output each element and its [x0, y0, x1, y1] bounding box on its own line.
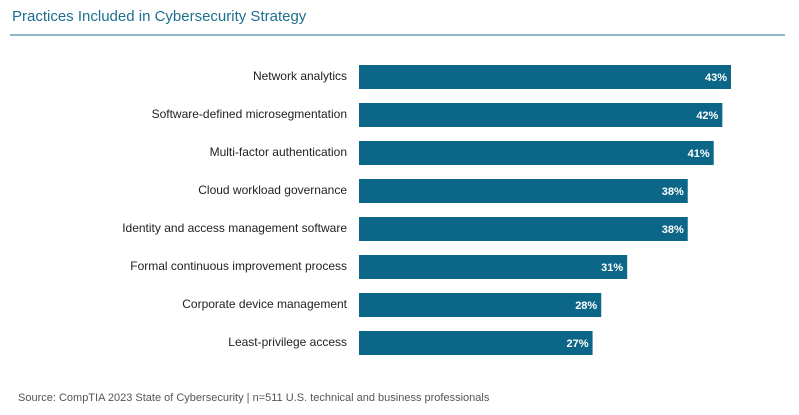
bar: [359, 65, 731, 89]
bar: [359, 217, 688, 241]
bar: [359, 141, 714, 165]
value-label: 38%: [662, 224, 684, 236]
value-label: 42%: [696, 110, 718, 122]
chart-title: Practices Included in Cybersecurity Stra…: [12, 8, 307, 25]
category-label: Least-privilege access: [228, 335, 347, 349]
value-label: 43%: [705, 72, 727, 84]
source-note: Source: CompTIA 2023 State of Cybersecur…: [18, 392, 490, 404]
category-label: Network analytics: [253, 69, 347, 83]
category-label: Software-defined microsegmentation: [152, 107, 347, 121]
bar: [359, 255, 628, 279]
bar: [359, 331, 593, 355]
category-label: Cloud workload governance: [198, 183, 347, 197]
category-label: Formal continuous improvement process: [130, 259, 347, 273]
value-label: 38%: [662, 186, 684, 198]
value-label: 31%: [601, 262, 623, 274]
value-label: 27%: [567, 338, 589, 350]
category-label: Corporate device management: [182, 297, 347, 311]
category-label: Multi-factor authentication: [210, 145, 347, 159]
value-label: 28%: [575, 300, 597, 312]
category-label: Identity and access management software: [122, 221, 347, 235]
bar: [359, 103, 723, 127]
bar: [359, 293, 602, 317]
bar: [359, 179, 688, 203]
value-label: 41%: [688, 148, 710, 160]
